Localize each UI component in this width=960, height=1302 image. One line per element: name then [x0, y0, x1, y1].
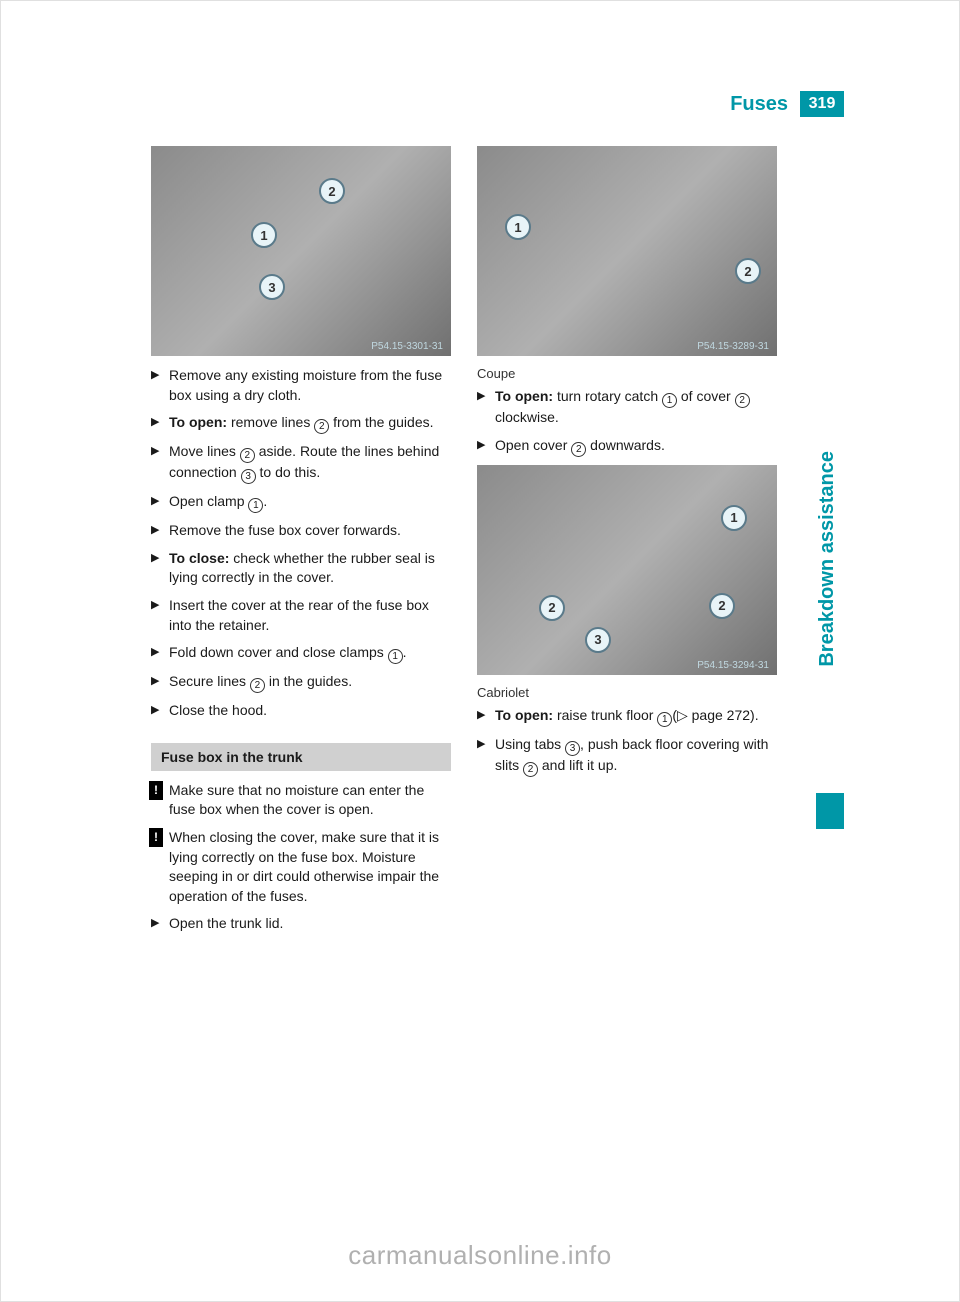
page: Fuses 319 Breakdown assistance 2 1 3 P54…: [0, 0, 960, 1302]
callout-1: 1: [721, 505, 747, 531]
callout-2: 2: [735, 258, 761, 284]
step-text: To close: check whether the rubber seal …: [169, 550, 435, 586]
right-column: 1 2 P54.15-3289-31 Coupe ▶ To open: turn …: [477, 146, 777, 942]
arrow-icon: ▶: [151, 703, 159, 718]
side-tab-block: [816, 793, 844, 829]
arrow-icon: ▶: [151, 494, 159, 509]
warning-icon: !: [149, 828, 163, 847]
arrow-icon: ▶: [151, 916, 159, 931]
side-tab-label: Breakdown assistance: [816, 451, 839, 667]
arrow-icon: ▶: [477, 737, 485, 752]
step-text: To open: turn rotary catch 1 of cover 2 …: [495, 388, 750, 425]
section-heading: Fuse box in the trunk: [151, 743, 451, 771]
step-item: ▶ Open cover 2 downwards.: [477, 436, 777, 457]
arrow-icon: ▶: [477, 438, 485, 453]
arrow-icon: ▶: [151, 674, 159, 689]
step-item: ! Make sure that no moisture can enter th…: [151, 781, 451, 820]
arrow-icon: ▶: [477, 708, 485, 723]
step-item: ▶ Secure lines 2 in the guides.: [151, 672, 451, 693]
step-item: ! When closing the cover, make sure that …: [151, 828, 451, 906]
figure-caption: Cabriolet: [477, 685, 777, 700]
step-item: ▶ Remove the fuse box cover forwards.: [151, 521, 451, 541]
step-item: ▶ Open the trunk lid.: [151, 914, 451, 934]
step-text: Remove the fuse box cover forwards.: [169, 522, 401, 538]
step-item: ▶ To open: raise trunk floor 1(▷ page 272…: [477, 706, 777, 727]
step-text: To open: remove lines 2 from the guides.: [169, 414, 434, 430]
image-code: P54.15-3301-31: [371, 341, 443, 352]
callout-2: 2: [319, 178, 345, 204]
steps-list-a: ▶ Remove any existing moisture from the f…: [151, 366, 451, 721]
step-text: Make sure that no moisture can enter the…: [169, 782, 424, 818]
callout-1: 1: [251, 222, 277, 248]
page-number: 319: [800, 91, 844, 117]
arrow-icon: ▶: [151, 645, 159, 660]
step-text: Insert the cover at the rear of the fuse…: [169, 597, 429, 633]
step-item: ▶ Close the hood.: [151, 701, 451, 721]
step-item: ▶ Insert the cover at the rear of the fus…: [151, 596, 451, 635]
image-code: P54.15-3289-31: [697, 341, 769, 352]
figure-caption: Coupe: [477, 366, 777, 381]
step-text: Remove any existing moisture from the fu…: [169, 367, 442, 403]
step-item: ▶ To close: check whether the rubber seal…: [151, 549, 451, 588]
left-column: 2 1 3 P54.15-3301-31 ▶ Remove any existin…: [151, 146, 451, 942]
step-text: Open the trunk lid.: [169, 915, 283, 931]
callout-2b: 2: [709, 593, 735, 619]
arrow-icon: ▶: [151, 523, 159, 538]
steps-list-cabriolet: ▶ To open: raise trunk floor 1(▷ page 272…: [477, 706, 777, 777]
step-text: Open clamp 1.: [169, 493, 267, 509]
step-item: ▶ Open clamp 1.: [151, 492, 451, 513]
step-text: Using tabs 3, push back floor covering w…: [495, 736, 768, 773]
step-text: Secure lines 2 in the guides.: [169, 673, 352, 689]
step-item: ▶ Move lines 2 aside. Route the lines beh…: [151, 442, 451, 484]
footer-watermark: carmanualsonline.info: [1, 1240, 959, 1271]
callout-3: 3: [585, 627, 611, 653]
callout-2: 2: [539, 595, 565, 621]
arrow-icon: ▶: [477, 389, 485, 404]
step-item: ▶ To open: turn rotary catch 1 of cover 2…: [477, 387, 777, 428]
figure-cabriolet-trunk: 1 2 2 3 P54.15-3294-31: [477, 465, 777, 675]
figure-coupe-trunk: 1 2 P54.15-3289-31: [477, 146, 777, 356]
image-code: P54.15-3294-31: [697, 660, 769, 671]
figure-engine-fusebox: 2 1 3 P54.15-3301-31: [151, 146, 451, 356]
warning-icon: !: [149, 781, 163, 800]
step-text: Fold down cover and close clamps 1.: [169, 644, 407, 660]
steps-list-b: ! Make sure that no moisture can enter th…: [151, 781, 451, 934]
step-text: Close the hood.: [169, 702, 267, 718]
step-text: To open: raise trunk floor 1(▷ page 272)…: [495, 707, 759, 723]
step-item: ▶ Using tabs 3, push back floor covering …: [477, 735, 777, 777]
step-text: When closing the cover, make sure that i…: [169, 829, 439, 904]
arrow-icon: ▶: [151, 598, 159, 613]
step-item: ▶ Remove any existing moisture from the f…: [151, 366, 451, 405]
callout-1: 1: [505, 214, 531, 240]
step-text: Move lines 2 aside. Route the lines behi…: [169, 443, 439, 480]
step-text: Open cover 2 downwards.: [495, 437, 665, 453]
header-title: Fuses: [730, 93, 788, 116]
content-columns: 2 1 3 P54.15-3301-31 ▶ Remove any existin…: [151, 146, 777, 942]
callout-3: 3: [259, 274, 285, 300]
arrow-icon: ▶: [151, 368, 159, 383]
arrow-icon: ▶: [151, 551, 159, 566]
arrow-icon: ▶: [151, 415, 159, 430]
step-item: ▶ Fold down cover and close clamps 1.: [151, 643, 451, 664]
steps-list-coupe: ▶ To open: turn rotary catch 1 of cover 2…: [477, 387, 777, 457]
step-item: ▶ To open: remove lines 2 from the guides…: [151, 413, 451, 434]
side-tab: Breakdown assistance: [816, 451, 844, 781]
arrow-icon: ▶: [151, 444, 159, 459]
page-header: Fuses 319: [730, 91, 844, 117]
